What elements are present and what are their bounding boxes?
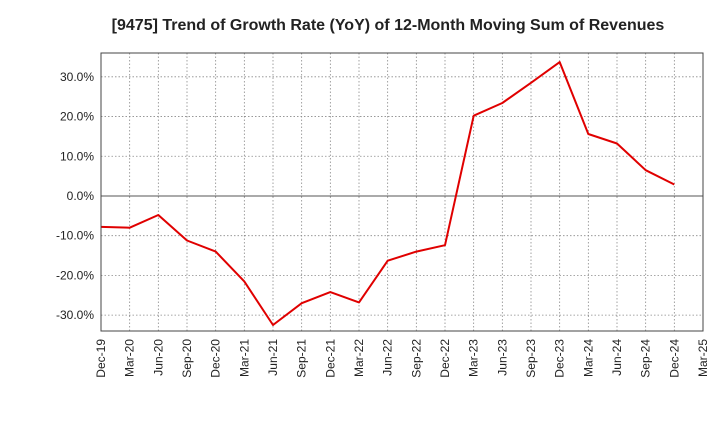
x-tick-label: Mar-23 xyxy=(467,339,481,377)
x-tick-label: Mar-22 xyxy=(352,339,366,377)
x-tick-label: Jun-22 xyxy=(381,339,395,376)
x-tick-label: Sep-23 xyxy=(524,339,538,378)
x-tick-label: Dec-21 xyxy=(323,339,337,378)
x-tick-label: Jun-21 xyxy=(266,339,280,376)
y-tick-label: 20.0% xyxy=(60,110,94,124)
x-axis-tick-labels: Dec-19 Mar-20 Jun-20 Sep-20 Dec-20 Mar-21 Jun-… xyxy=(94,339,710,378)
x-tick-label: Dec-19 xyxy=(94,339,108,378)
y-tick-label: -20.0% xyxy=(56,268,94,282)
x-tick-label: Dec-20 xyxy=(209,339,223,378)
x-tick-label: Sep-21 xyxy=(295,339,309,378)
x-tick-label: Jun-20 xyxy=(151,339,165,376)
x-tick-label: Jun-23 xyxy=(495,339,509,376)
x-tick-label: Sep-20 xyxy=(180,339,194,378)
chart-title: [9475] Trend of Growth Rate (YoY) of 12-… xyxy=(112,17,665,34)
x-tick-label: Dec-24 xyxy=(667,339,681,378)
y-tick-label: -10.0% xyxy=(56,229,94,243)
x-tick-label: Sep-22 xyxy=(409,339,423,378)
grid-lines xyxy=(101,53,703,331)
x-tick-label: Dec-23 xyxy=(553,339,567,378)
x-tick-label: Mar-24 xyxy=(581,339,595,377)
x-tick-label: Mar-21 xyxy=(237,339,251,377)
x-tick-label: Mar-25 xyxy=(696,339,710,377)
y-tick-label: -30.0% xyxy=(56,308,94,322)
series-line xyxy=(100,61,675,326)
plot-area xyxy=(101,53,703,331)
x-tick-label: Dec-22 xyxy=(438,339,452,378)
y-tick-label: 10.0% xyxy=(60,149,94,163)
y-axis-tick-labels: 30.0% 20.0% 10.0% 0.0% -10.0% -20.0% -30.0% xyxy=(56,70,94,322)
x-tick-label: Sep-24 xyxy=(639,339,653,378)
plot-border xyxy=(100,52,704,332)
y-tick-label: 0.0% xyxy=(67,189,95,203)
x-tick-label: Jun-24 xyxy=(610,339,624,376)
x-tick-label: Mar-20 xyxy=(123,339,137,377)
y-tick-label: 30.0% xyxy=(60,70,94,84)
